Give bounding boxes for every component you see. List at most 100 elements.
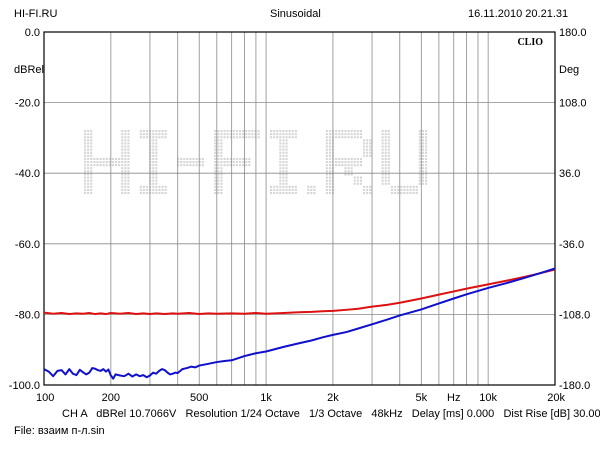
y-tick-label-left: -20.0 (15, 98, 40, 110)
watermark-dot (366, 188, 369, 191)
watermark-dot (347, 130, 350, 133)
watermark-dot (217, 139, 220, 142)
watermark-dot (273, 130, 276, 133)
watermark-dot (353, 161, 356, 164)
watermark-dot (313, 188, 316, 191)
watermark-dot (180, 161, 183, 164)
watermark-dot (229, 130, 232, 133)
watermark-dot (409, 192, 412, 195)
watermark-dot (220, 176, 223, 179)
watermark-dot (421, 145, 424, 148)
watermark-dot (387, 133, 390, 136)
watermark-dot (142, 192, 145, 195)
watermark-dot (381, 176, 384, 179)
watermark-dot (421, 182, 424, 185)
watermark-dot (84, 136, 87, 139)
watermark-dot (155, 182, 158, 185)
watermark-dot (325, 139, 328, 142)
watermark-dot (90, 139, 93, 142)
watermark-dot (90, 148, 93, 151)
watermark-dot (111, 161, 114, 164)
watermark-dot (288, 188, 291, 191)
watermark-dot (279, 161, 282, 164)
watermark-dot (87, 161, 90, 164)
watermark-dot (412, 188, 415, 191)
watermark-dot (223, 136, 226, 139)
watermark-dot (363, 151, 366, 154)
watermark-dot (164, 133, 167, 136)
watermark-dot (192, 164, 195, 167)
watermark-dot (403, 188, 406, 191)
watermark-dot (347, 173, 350, 176)
watermark-dot (369, 145, 372, 148)
watermark-dot (146, 188, 149, 191)
watermark-dot (328, 133, 331, 136)
watermark-dot (273, 188, 276, 191)
x-tick-label: Hz (447, 392, 460, 404)
watermark-dot (183, 164, 186, 167)
watermark-dot (282, 136, 285, 139)
watermark-dot (239, 161, 242, 164)
watermark-dot (397, 188, 400, 191)
watermark-dot (418, 164, 421, 167)
watermark-dot (155, 176, 158, 179)
watermark-dot (226, 161, 229, 164)
watermark-dot (381, 139, 384, 142)
watermark-dot (124, 185, 127, 188)
watermark-dot (152, 176, 155, 179)
watermark-dot (335, 161, 338, 164)
footer-settings: CH A dBRel 10.7066V Resolution 1/24 Octa… (62, 408, 600, 420)
watermark-dot (425, 167, 428, 170)
watermark-dot (84, 192, 87, 195)
watermark-dot (425, 145, 428, 148)
watermark-dot (124, 130, 127, 133)
watermark-dot (341, 133, 344, 136)
watermark-dot (124, 179, 127, 182)
watermark-dot (279, 173, 282, 176)
watermark-dot (189, 157, 192, 160)
watermark-dot (307, 192, 310, 195)
watermark-dot (285, 151, 288, 154)
watermark-dot (164, 188, 167, 191)
watermark-dot (195, 161, 198, 164)
watermark-dot (418, 176, 421, 179)
watermark-dot (84, 130, 87, 133)
watermark-dot (214, 182, 217, 185)
watermark-dot (270, 130, 273, 133)
watermark-dot (335, 136, 338, 139)
watermark-dot (325, 173, 328, 176)
watermark-dot (84, 142, 87, 145)
watermark-dot (273, 192, 276, 195)
watermark-dot (152, 167, 155, 170)
watermark-dot (124, 188, 127, 191)
watermark-dot (285, 130, 288, 133)
watermark-dot (325, 161, 328, 164)
watermark-dot (84, 145, 87, 148)
watermark-dot (400, 185, 403, 188)
watermark-dot (90, 136, 93, 139)
watermark-dot (127, 154, 130, 157)
watermark-dot (276, 188, 279, 191)
watermark-dot (214, 173, 217, 176)
watermark-dot (421, 139, 424, 142)
watermark-dot (425, 176, 428, 179)
watermark-dot (418, 161, 421, 164)
watermark-dot (288, 192, 291, 195)
watermark-dot (232, 133, 235, 136)
header-timestamp: 16.11.2010 20.21.31 (468, 8, 569, 20)
watermark-dot (217, 167, 220, 170)
watermark-dot (279, 154, 282, 157)
watermark-dot (270, 192, 273, 195)
series-line (43, 268, 556, 316)
watermark-dot (164, 185, 167, 188)
watermark-dot (381, 133, 384, 136)
footer-file: File: взаим п-л.sin (14, 425, 105, 437)
watermark-dot (87, 167, 90, 170)
watermark-dot (381, 170, 384, 173)
watermark-dot (121, 164, 124, 167)
watermark-dot (279, 188, 282, 191)
watermark-dot (338, 130, 341, 133)
watermark-dot (279, 136, 282, 139)
watermark-dot (257, 133, 260, 136)
